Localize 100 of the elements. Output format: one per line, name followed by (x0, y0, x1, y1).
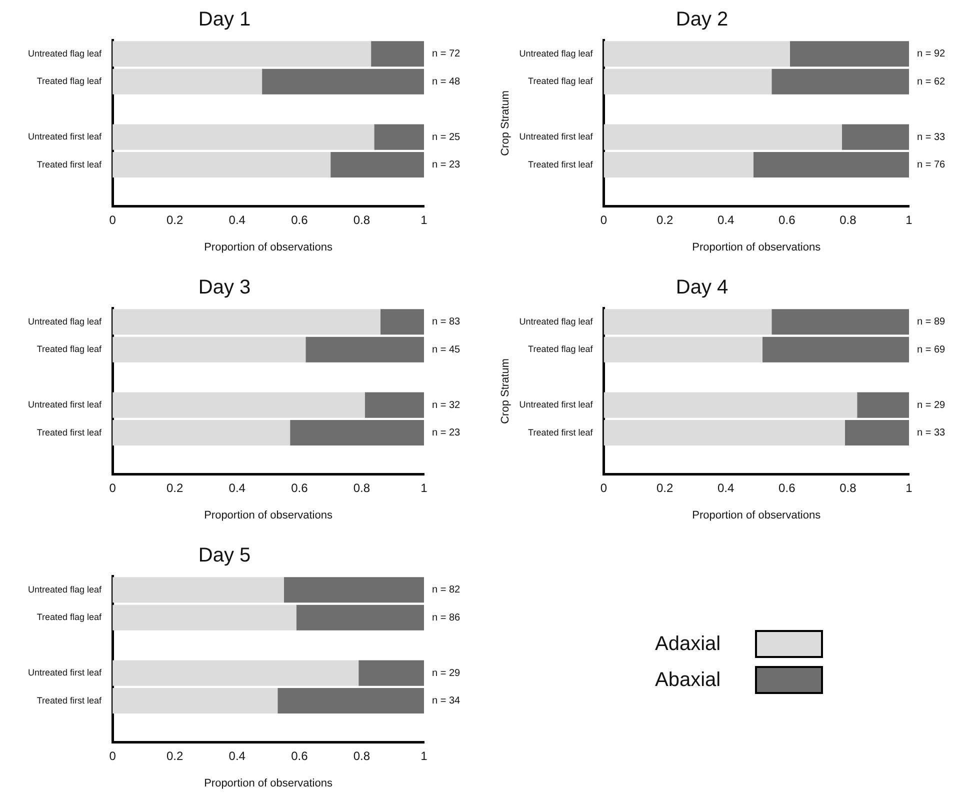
text: n = 32 (432, 400, 461, 411)
text: n = 62 (917, 76, 946, 88)
bar (358, 660, 424, 686)
bar (112, 420, 290, 446)
y-axis-title: Crop Stratum (500, 358, 512, 424)
y-tick-label: Untreated flag leaf (28, 316, 102, 326)
x-axis-title: Proportion of observations (204, 777, 333, 790)
bar (262, 68, 424, 94)
bar (604, 68, 772, 94)
y-tick-label: Treated first leaf (36, 159, 102, 170)
bar (112, 124, 374, 150)
x-tick-label: 0.2 (166, 480, 184, 495)
bar (112, 68, 262, 94)
y-tick-label: Untreated flag leaf (519, 48, 594, 58)
text: n = 82 (432, 584, 461, 596)
bar (842, 124, 909, 150)
bar (112, 309, 380, 335)
y-tick-label: Treated flag leaf (528, 344, 594, 354)
bar (112, 41, 372, 67)
x-tick-label: 0.6 (291, 748, 308, 763)
legend-label: Abaxial (655, 668, 722, 692)
text: n = 29 (917, 400, 946, 411)
y-tick-label: Treated flag leaf (36, 612, 102, 622)
x-tick-label: 0.6 (778, 480, 796, 495)
bar (284, 577, 424, 603)
y-tick-label: Treated first leaf (528, 427, 594, 438)
bar (604, 41, 790, 67)
x-tick-label: 1 (420, 212, 428, 227)
chart-title: Day 2 (676, 8, 728, 31)
y-tick-label: Untreated flag leaf (28, 584, 102, 594)
bar (112, 152, 331, 178)
x-tick-label: 1 (420, 480, 428, 495)
text: n = 92 (917, 48, 946, 60)
bar (772, 309, 909, 335)
x-tick-label: 0.4 (228, 748, 246, 763)
x-tick-label: 0.4 (228, 480, 246, 495)
bar (112, 336, 306, 362)
chart-title: Day 5 (198, 544, 251, 567)
x-tick-label: 0.8 (840, 212, 857, 227)
y-axis-title: Crop Stratum (500, 90, 512, 156)
x-tick-label: 0.8 (353, 212, 370, 227)
text: n = 25 (432, 132, 461, 143)
chart-title: Day 4 (676, 276, 728, 299)
text: n = 86 (432, 612, 461, 624)
y-tick-label: Treated first leaf (36, 695, 102, 706)
bar (857, 392, 909, 418)
bar (296, 604, 424, 630)
y-tick-label: Untreated first leaf (28, 132, 102, 142)
text: n = 29 (432, 668, 461, 679)
bar (364, 392, 424, 418)
x-tick-label: 0.8 (353, 480, 370, 495)
y-tick-label: Treated first leaf (528, 159, 594, 170)
x-tick-label: 0.8 (840, 480, 857, 495)
x-tick-label: 0 (109, 748, 116, 763)
text: n = 23 (432, 428, 461, 439)
x-tick-label: 0.6 (291, 480, 308, 495)
bar (604, 124, 842, 150)
text: n = 34 (432, 696, 461, 707)
text: Adaxial (655, 632, 722, 656)
x-tick-label: 0.6 (778, 212, 796, 227)
x-tick-label: 0.4 (718, 480, 735, 495)
x-axis-title: Proportion of observations (204, 509, 333, 522)
y-tick-label: Treated flag leaf (36, 344, 102, 354)
text: n = 23 (432, 160, 461, 171)
x-tick-label: 0.2 (656, 212, 674, 227)
bar (112, 577, 284, 603)
bar (604, 336, 762, 362)
bar (380, 309, 424, 335)
x-tick-label: 1 (906, 212, 913, 227)
x-tick-label: 0.2 (166, 748, 184, 763)
text: n = 72 (432, 48, 461, 60)
x-tick-label: 0.6 (291, 212, 308, 227)
bar (604, 420, 845, 446)
bar (604, 152, 754, 178)
y-tick-label: Untreated first leaf (519, 132, 594, 142)
bar (844, 420, 909, 446)
bar (112, 660, 359, 686)
text: n = 89 (917, 316, 946, 328)
x-tick-label: 0.2 (656, 480, 674, 495)
x-axis-title: Proportion of observations (692, 241, 822, 254)
y-tick-label: Untreated first leaf (28, 668, 102, 678)
text: n = 83 (432, 316, 461, 328)
y-tick-label: Untreated flag leaf (519, 316, 594, 326)
x-tick-label: 1 (420, 748, 428, 763)
bar (330, 152, 424, 178)
bar (604, 309, 772, 335)
x-tick-label: 0 (600, 212, 608, 227)
x-tick-label: 0.2 (166, 212, 184, 227)
bar (790, 41, 909, 67)
text: n = 33 (917, 132, 946, 143)
x-axis-title: Proportion of observations (692, 509, 822, 522)
bar (753, 152, 909, 178)
y-tick-label: Treated flag leaf (528, 76, 594, 86)
y-tick-label: Untreated first leaf (519, 400, 594, 410)
x-tick-label: 1 (906, 480, 913, 495)
x-tick-label: 0 (600, 480, 608, 495)
x-tick-label: 0 (109, 212, 116, 227)
chart-title: Day 3 (198, 276, 251, 299)
bar (290, 420, 424, 446)
bar (278, 688, 424, 714)
